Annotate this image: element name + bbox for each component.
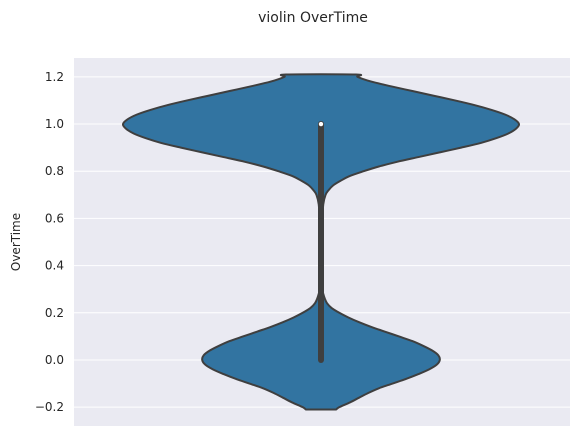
y-axis-ticks: −0.2 0.0 0.2 0.4 0.6 0.8 1.0 1.2 — [35, 70, 64, 414]
violin-median-dot — [318, 121, 324, 127]
y-tick-label: 0.0 — [45, 353, 64, 367]
y-tick-label: 0.2 — [45, 306, 64, 320]
y-tick-label: 0.8 — [45, 164, 64, 178]
violin-layer — [121, 73, 521, 411]
y-tick-label: 0.6 — [45, 211, 64, 225]
y-tick-label: 0.4 — [45, 259, 64, 273]
y-tick-label: 1.2 — [45, 70, 64, 84]
chart-title: violin OverTime — [258, 10, 368, 26]
y-tick-label: −0.2 — [35, 400, 64, 414]
y-tick-label: 1.0 — [45, 117, 64, 131]
y-axis-label: OverTime — [9, 213, 23, 271]
